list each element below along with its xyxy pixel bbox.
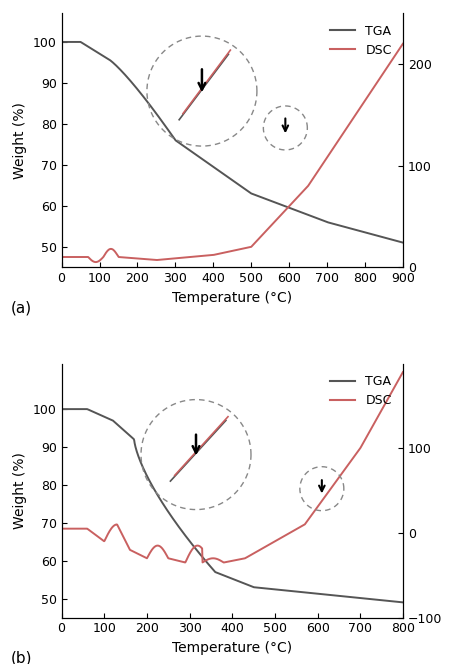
DSC (353, 450, 359, 457)
DSC (82, 253, 87, 261)
TGA (258, 584, 264, 592)
DSC (258, 545, 264, 553)
TGA (277, 201, 283, 208)
Line: DSC: DSC (64, 372, 403, 562)
TGA (258, 193, 264, 201)
Line: TGA: TGA (64, 42, 403, 242)
Text: (b): (b) (10, 651, 32, 664)
X-axis label: Temperature (°C): Temperature (°C) (172, 641, 292, 655)
TGA (82, 41, 87, 48)
TGA (267, 197, 273, 205)
DSC (277, 535, 283, 542)
DSC (82, 525, 87, 533)
X-axis label: Temperature (°C): Temperature (°C) (172, 291, 292, 305)
DSC (400, 368, 406, 376)
TGA (61, 405, 66, 413)
DSC (258, 232, 264, 240)
TGA (61, 38, 66, 46)
TGA (318, 216, 324, 224)
DSC (61, 253, 66, 261)
Legend: TGA, DSC: TGA, DSC (325, 370, 397, 412)
TGA (400, 598, 406, 606)
Legend: TGA, DSC: TGA, DSC (325, 19, 397, 62)
TGA (400, 238, 406, 246)
DSC (267, 540, 273, 548)
Y-axis label: Weight (%): Weight (%) (13, 102, 27, 179)
DSC (277, 212, 283, 220)
Y-axis label: Weight (%): Weight (%) (13, 452, 27, 529)
DSC (319, 497, 324, 505)
DSC (353, 110, 359, 118)
DSC (319, 162, 324, 170)
DSC (93, 258, 99, 266)
Line: TGA: TGA (64, 409, 403, 602)
Text: (a): (a) (10, 300, 32, 315)
TGA (82, 405, 87, 413)
TGA (318, 590, 324, 598)
Line: DSC: DSC (64, 44, 403, 262)
DSC (221, 558, 227, 566)
TGA (267, 585, 273, 593)
TGA (353, 594, 359, 602)
DSC (400, 40, 406, 48)
TGA (277, 586, 283, 594)
DSC (61, 525, 66, 533)
DSC (267, 223, 273, 231)
TGA (353, 226, 359, 234)
